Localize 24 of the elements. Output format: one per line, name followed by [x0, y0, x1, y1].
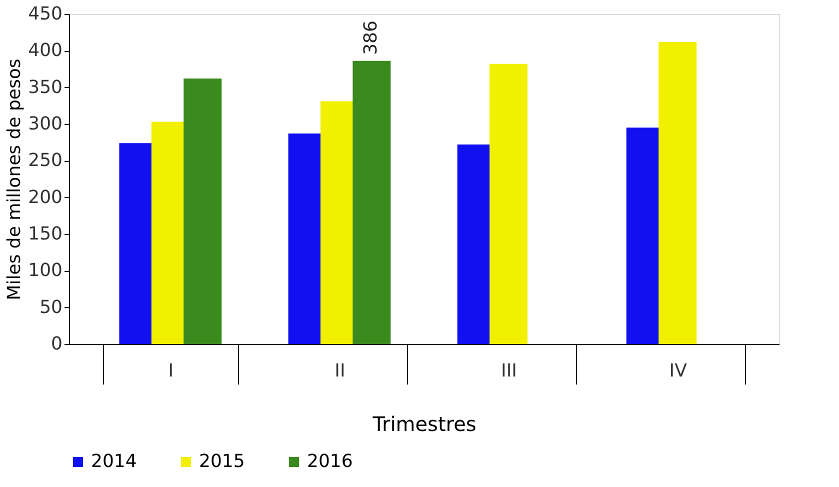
x-axis-title: Trimestres: [372, 412, 476, 436]
bar: [490, 64, 528, 344]
y-tick-label: 400: [28, 40, 62, 62]
y-tick-label: 250: [28, 150, 62, 172]
y-tick-label: 50: [40, 296, 62, 318]
x-tick-label: I: [168, 360, 174, 382]
bar: [658, 42, 697, 344]
x-tick-label: III: [501, 360, 517, 382]
bar: [352, 60, 391, 344]
y-tick-label: 300: [28, 114, 62, 134]
x-tick-label: II: [334, 360, 346, 382]
y-tick-label: 200: [28, 186, 62, 208]
legend-label: 2016: [307, 451, 353, 472]
y-tick-label: 150: [28, 224, 62, 244]
x-tick-label: IV: [669, 360, 688, 382]
y-tick-label: 100: [28, 260, 62, 282]
legend-label: 2014: [91, 451, 137, 472]
y-tick-label: 450: [28, 4, 62, 24]
data-label: 386: [360, 20, 382, 55]
bar: [184, 78, 222, 344]
y-axis-title: Miles de millones de pesos: [4, 58, 26, 300]
legend-label: 2015: [199, 451, 245, 472]
y-tick-label: 0: [51, 334, 62, 354]
y-tick-label: 350: [28, 76, 62, 98]
